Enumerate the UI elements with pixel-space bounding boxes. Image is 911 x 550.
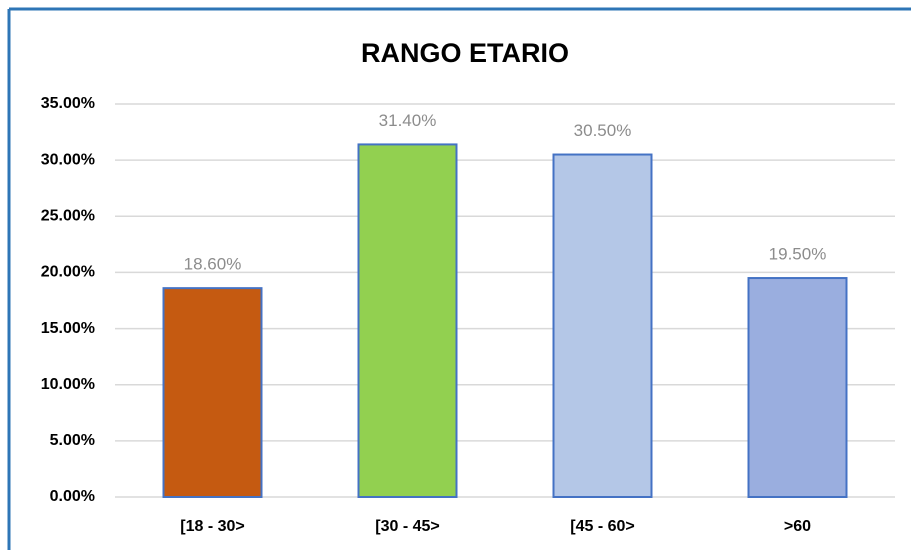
value-label: 30.50% (574, 121, 632, 140)
bar (747, 277, 848, 498)
x-tick-label: [30 - 45> (375, 518, 439, 535)
y-tick-label: 10.00% (41, 376, 95, 393)
x-tick-label: >60 (784, 518, 811, 535)
value-label: 19.50% (769, 245, 827, 264)
y-tick-label: 20.00% (41, 264, 95, 281)
value-label: 31.40% (379, 111, 437, 130)
x-tick-label: [45 - 60> (570, 518, 634, 535)
bar (162, 287, 263, 498)
chart-title: RANGO ETARIO (361, 38, 569, 68)
bar (552, 153, 653, 498)
value-label: 18.60% (184, 255, 242, 274)
y-tick-label: 0.00% (50, 488, 95, 505)
bar (357, 143, 458, 498)
y-tick-label: 25.00% (41, 208, 95, 225)
x-tick-label: [18 - 30> (180, 518, 244, 535)
y-tick-label: 30.00% (41, 151, 95, 168)
y-tick-label: 35.00% (41, 95, 95, 112)
y-tick-label: 15.00% (41, 320, 95, 337)
y-tick-label: 5.00% (50, 432, 95, 449)
